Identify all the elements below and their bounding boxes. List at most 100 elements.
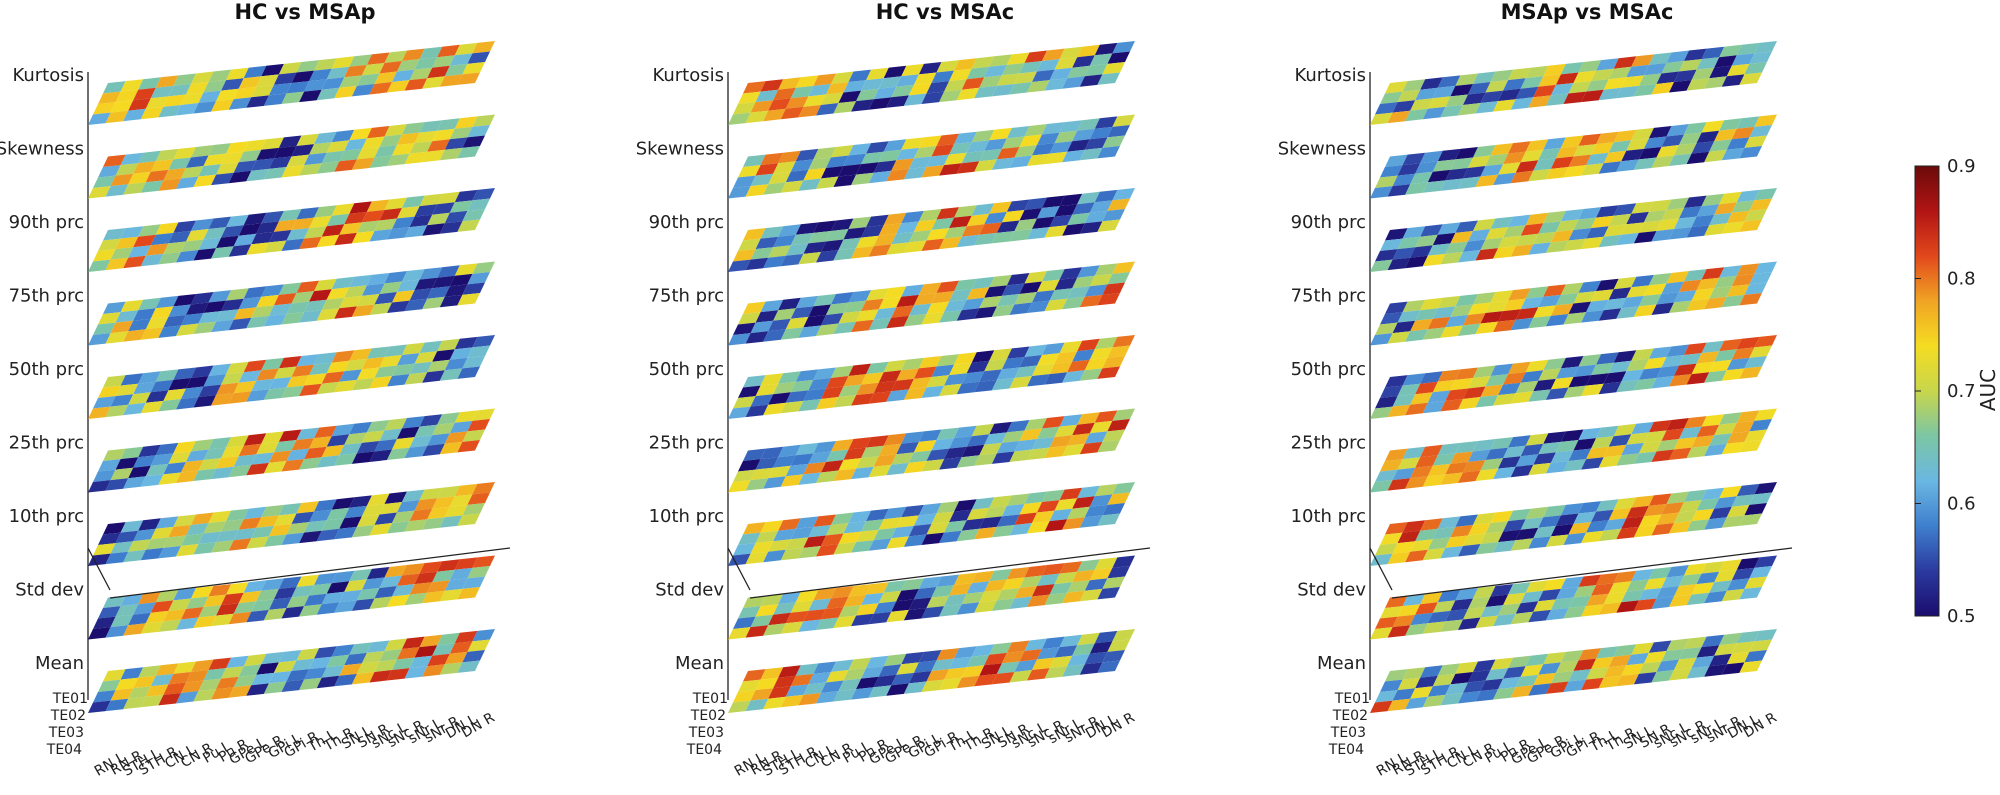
heatmap-cell xyxy=(296,354,320,367)
heatmap-cell xyxy=(1405,329,1428,342)
heatmap-cell xyxy=(821,533,844,546)
heatmap-cell xyxy=(366,126,390,139)
heatmap-cell xyxy=(1608,654,1632,668)
heatmap-cell xyxy=(886,315,909,329)
heatmap-cell xyxy=(861,592,884,606)
heatmap-cell xyxy=(738,679,761,692)
heatmap-cell xyxy=(1731,494,1755,507)
heatmap-cell xyxy=(1550,671,1574,684)
heatmap-cell xyxy=(309,142,332,155)
heatmap-cell xyxy=(1651,596,1674,609)
heatmap-cell xyxy=(868,464,892,478)
heatmap-cell xyxy=(1062,590,1085,604)
heatmap-cell xyxy=(780,253,804,267)
heatmap-cell xyxy=(449,347,473,360)
heatmap-cell xyxy=(780,694,804,708)
heatmap-cell xyxy=(1009,523,1032,536)
heatmap-cell xyxy=(763,182,786,195)
heatmap-cell xyxy=(1744,650,1767,663)
heatmap-cell xyxy=(1079,147,1103,161)
heatmap-cell xyxy=(878,590,902,604)
heatmap-cell xyxy=(1679,573,1702,586)
heatmap-cell xyxy=(913,660,937,673)
heatmap-cell xyxy=(409,141,433,154)
heatmap-cell xyxy=(414,351,438,364)
heatmap-cell xyxy=(243,506,267,520)
heatmap-cell xyxy=(273,587,297,600)
heatmap-cell xyxy=(1528,462,1551,476)
heatmap-cell xyxy=(1415,528,1438,542)
heatmap-cell xyxy=(1714,128,1737,142)
heatmap-cell xyxy=(1089,567,1113,581)
heatmap-cell xyxy=(299,163,322,176)
heatmap-cell xyxy=(193,395,217,408)
heatmap-cell xyxy=(851,687,874,700)
heatmap-cell xyxy=(1498,382,1521,396)
heatmap-cell xyxy=(1591,362,1614,376)
heatmap-cell xyxy=(1616,600,1639,613)
heatmap-cell xyxy=(203,153,227,166)
heatmap-layer xyxy=(88,114,495,199)
heatmap-cell xyxy=(1037,59,1060,72)
heatmap-cell xyxy=(1009,302,1032,315)
heatmap-cell xyxy=(1714,202,1737,215)
heatmap-cell xyxy=(472,629,495,642)
heatmap-cell xyxy=(309,583,332,596)
heatmap-cell xyxy=(1077,44,1100,58)
heatmap-cell xyxy=(256,588,279,602)
heatmap-cell xyxy=(133,161,156,174)
heatmap-cell xyxy=(1445,682,1468,695)
heatmap-cell xyxy=(1543,504,1566,518)
heatmap-cell xyxy=(1510,464,1534,478)
heatmap-layer xyxy=(1370,41,1777,125)
heatmap-cell xyxy=(444,504,468,518)
heatmap-cell xyxy=(984,432,1007,445)
heatmap-cell xyxy=(181,166,204,179)
heatmap-cell xyxy=(181,386,204,399)
heatmap-cell xyxy=(728,333,751,346)
heatmap-cell xyxy=(1490,69,1514,82)
heatmap-cell xyxy=(1049,288,1073,301)
heatmap-cell xyxy=(1485,521,1509,534)
heatmap-cell xyxy=(414,571,438,585)
heatmap-cell xyxy=(158,472,181,485)
heatmap-cell xyxy=(1669,374,1692,387)
heatmap-cell xyxy=(1054,571,1078,585)
heatmap-cell xyxy=(1405,696,1428,710)
heatmap-cell xyxy=(309,436,332,449)
heatmap-cell xyxy=(392,363,415,376)
heatmap-cell xyxy=(738,312,761,325)
heatmap-cell xyxy=(1538,294,1561,308)
heatmap-cell xyxy=(281,385,305,398)
heatmap-cell xyxy=(163,315,186,328)
heatmap-cell xyxy=(1603,150,1627,164)
heatmap-cell xyxy=(1533,525,1556,539)
heatmap-cell xyxy=(1450,84,1473,97)
heatmap-cell xyxy=(1027,668,1050,681)
heatmap-cell xyxy=(392,584,415,597)
heatmap-cell xyxy=(1463,92,1486,105)
heatmap-cell xyxy=(1631,127,1654,141)
heatmap-cell xyxy=(1656,586,1679,599)
heatmap-cell xyxy=(344,285,367,298)
heatmap-cell xyxy=(1037,206,1060,219)
heatmap-cell xyxy=(991,598,1015,611)
heatmap-cell xyxy=(334,306,357,319)
heatmap-cell xyxy=(173,220,196,233)
heatmap-cell xyxy=(140,474,164,487)
heatmap-cell xyxy=(1603,591,1627,605)
heatmap-cell xyxy=(145,390,169,403)
heatmap-cell xyxy=(1059,561,1083,574)
heatmap-cell xyxy=(851,466,874,480)
heatmap-cell xyxy=(831,659,854,672)
heatmap-cell xyxy=(1450,672,1473,685)
heatmap-cell xyxy=(1402,226,1426,239)
heatmap-cell xyxy=(1754,114,1777,127)
heatmap-cell xyxy=(1097,293,1120,306)
heatmap-cell xyxy=(1437,516,1461,529)
heatmap-cell xyxy=(798,619,821,632)
heatmap-cell xyxy=(1427,243,1451,256)
heatmap-cell xyxy=(1714,496,1737,509)
heatmap-cell xyxy=(1674,290,1697,303)
heatmap-cell xyxy=(956,528,980,542)
